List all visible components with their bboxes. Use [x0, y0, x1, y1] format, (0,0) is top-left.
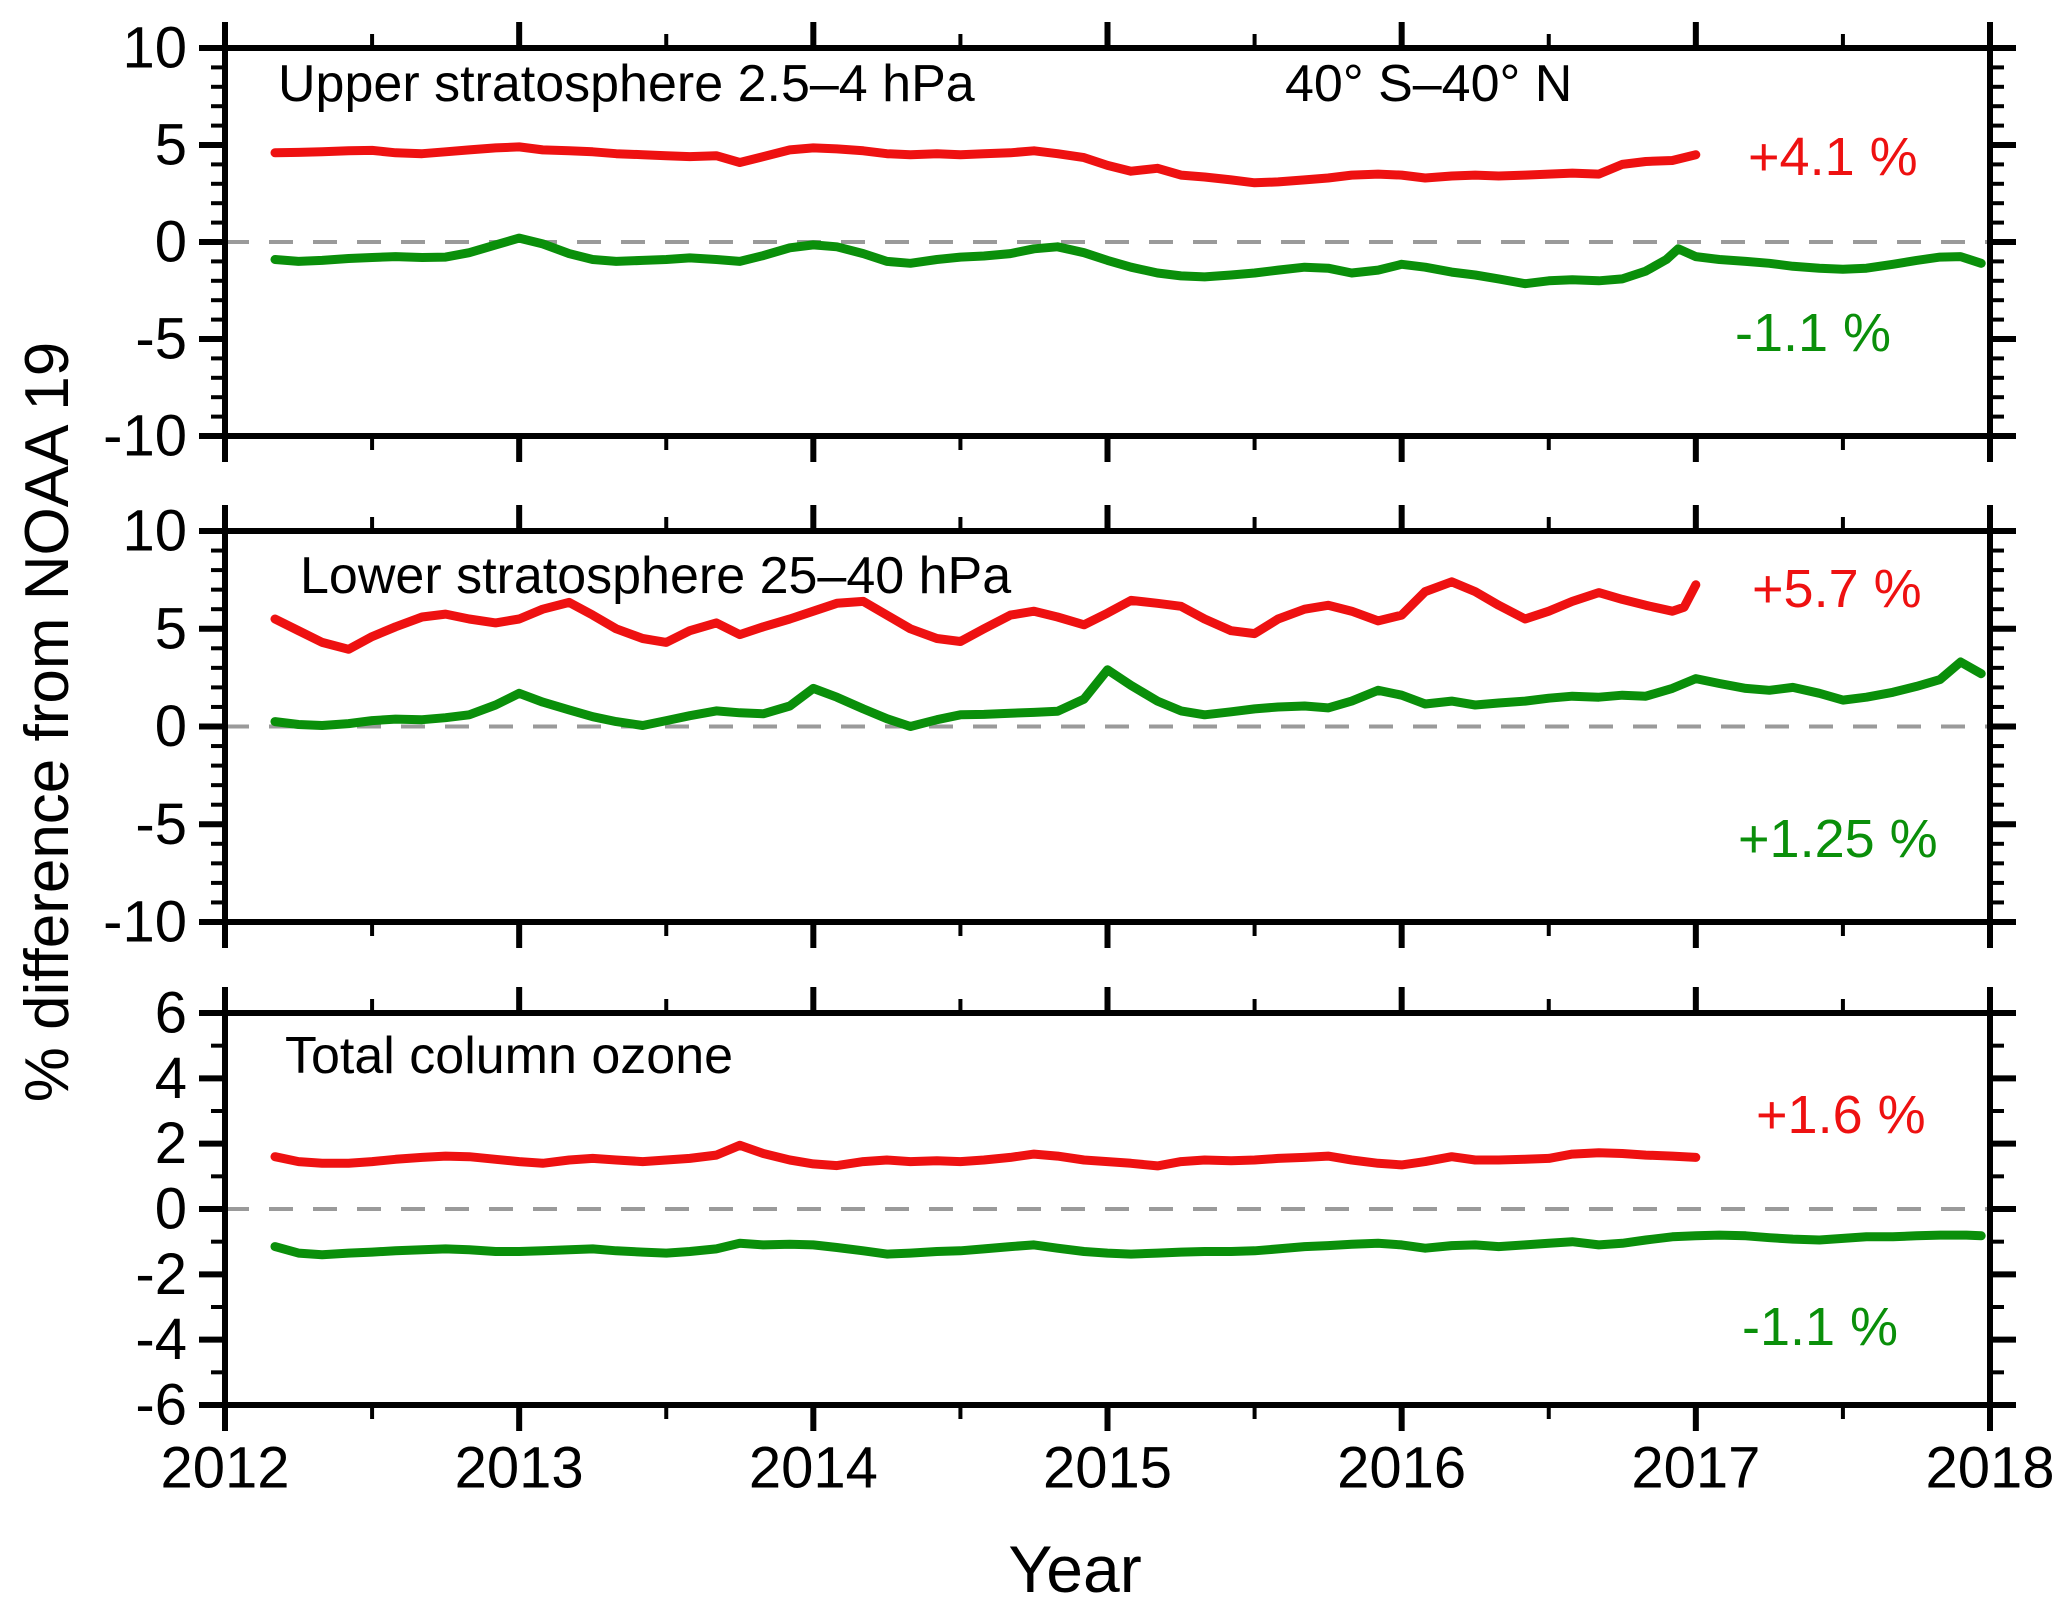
panel-3-y-tick-label: 6	[155, 981, 187, 1046]
panel-3-red-annotation: +1.6 %	[1756, 1085, 1926, 1145]
panel-2: 10 5 0 -5 -10	[103, 499, 2016, 955]
panel-1-y-tick-label: 5	[155, 113, 187, 178]
panel-3-y-tick-label: -2	[135, 1242, 187, 1307]
panel-3-y-tick-label: 0	[155, 1177, 187, 1242]
panel-3-y-tick-label: 2	[155, 1111, 187, 1176]
x-axis-label: Year	[1008, 1532, 1142, 1605]
panel-2-red-line	[270, 577, 1701, 654]
panel-2-y-tick-label: 5	[155, 596, 187, 661]
x-tick-label: 2012	[160, 1436, 289, 1501]
panel-2-y-tick-label: 10	[122, 499, 187, 564]
x-tick-label: 2013	[455, 1436, 584, 1501]
panel-2-y-tick-label: 0	[155, 694, 187, 759]
panel-3-ticks	[199, 987, 2016, 1431]
panel-2-title: Lower stratosphere 25–40 hPa	[300, 547, 1012, 605]
y-axis-label: % difference from NOAA 19	[13, 341, 82, 1103]
panel-3-y-tick-label: -4	[135, 1307, 187, 1372]
x-tick-label: 2018	[1925, 1436, 2054, 1501]
panel-3-y-tick-label: -6	[135, 1373, 187, 1438]
x-tick-label: 2017	[1631, 1436, 1760, 1501]
panel-2-y-tick-label: -5	[135, 792, 187, 857]
panel-3-red-line	[270, 1140, 1701, 1171]
panel-2-red-annotation: +5.7 %	[1752, 559, 1922, 619]
panel-1-red-annotation: +4.1 %	[1748, 127, 1918, 187]
panel-1-title: Upper stratosphere 2.5–4 hPa	[278, 55, 975, 113]
panel-3-green-annotation: -1.1 %	[1742, 1297, 1899, 1357]
panel-1-y-tick-label: -10	[103, 404, 187, 469]
panel-1-y-tick-label: -5	[135, 307, 187, 372]
x-tick-label: 2014	[749, 1436, 878, 1501]
x-tick-label: 2015	[1043, 1436, 1172, 1501]
panel-1-region-label: 40° S–40° N	[1285, 55, 1573, 113]
panel-1: 10 5 0 -5 -10	[103, 16, 2016, 469]
panel-1-red-line	[270, 142, 1701, 188]
panel-1-green-line	[270, 233, 1986, 289]
panel-1-y-tick-label: 0	[155, 210, 187, 275]
panel-1-y-tick-label: 10	[122, 16, 187, 81]
panel-1-ticks	[199, 22, 2016, 462]
panel-3-green-line	[270, 1230, 1986, 1260]
panel-2-green-annotation: +1.25 %	[1738, 809, 1938, 869]
panel-1-green-annotation: -1.1 %	[1735, 303, 1892, 363]
panel-3-y-tick-label: 4	[155, 1046, 187, 1111]
panel-3-title: Total column ozone	[285, 1027, 734, 1085]
panel-2-green-line	[270, 657, 1986, 731]
x-tick-label: 2016	[1337, 1436, 1466, 1501]
panel-2-ticks	[199, 505, 2016, 948]
panel-2-y-tick-label: -10	[103, 890, 187, 955]
